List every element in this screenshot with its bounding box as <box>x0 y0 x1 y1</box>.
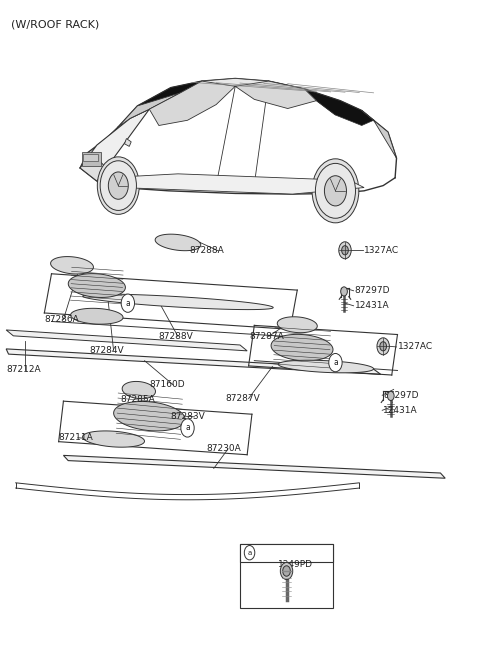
Polygon shape <box>114 401 185 431</box>
Text: a: a <box>247 550 252 556</box>
Polygon shape <box>235 81 316 108</box>
Text: 87297D: 87297D <box>383 391 419 400</box>
Polygon shape <box>155 234 201 251</box>
Bar <box>82 152 101 166</box>
Bar <box>240 544 333 562</box>
Text: 87283V: 87283V <box>171 413 205 421</box>
Circle shape <box>324 176 347 206</box>
Polygon shape <box>130 81 202 118</box>
Polygon shape <box>68 274 125 297</box>
Text: 1327AC: 1327AC <box>364 247 399 255</box>
Bar <box>84 154 98 161</box>
Circle shape <box>315 163 356 218</box>
Polygon shape <box>124 138 131 146</box>
Polygon shape <box>83 294 273 310</box>
Polygon shape <box>80 158 107 181</box>
Circle shape <box>380 342 386 351</box>
Circle shape <box>342 246 348 255</box>
Text: a: a <box>125 298 130 308</box>
Polygon shape <box>180 79 336 115</box>
Text: 87284V: 87284V <box>90 346 124 355</box>
Text: 87212A: 87212A <box>6 365 41 375</box>
Circle shape <box>329 354 342 372</box>
Text: 87288A: 87288A <box>189 247 224 255</box>
Polygon shape <box>118 93 180 127</box>
Text: 87286A: 87286A <box>44 315 79 324</box>
Text: 1249PD: 1249PD <box>278 560 313 569</box>
Polygon shape <box>6 330 247 351</box>
Text: a: a <box>333 358 338 367</box>
Polygon shape <box>122 381 156 399</box>
Circle shape <box>121 294 134 312</box>
Text: 87287A: 87287A <box>250 332 284 341</box>
Polygon shape <box>271 335 333 361</box>
Polygon shape <box>362 110 396 158</box>
Polygon shape <box>107 174 364 194</box>
Circle shape <box>181 419 194 437</box>
Polygon shape <box>278 360 373 373</box>
Polygon shape <box>304 89 373 125</box>
Text: 1327AC: 1327AC <box>397 342 432 352</box>
Polygon shape <box>277 317 317 333</box>
Bar <box>240 544 333 607</box>
Text: 87287V: 87287V <box>226 394 261 403</box>
Circle shape <box>100 161 136 211</box>
Polygon shape <box>63 455 445 478</box>
Polygon shape <box>6 349 381 375</box>
Polygon shape <box>149 81 235 125</box>
Text: 87211A: 87211A <box>59 433 94 442</box>
Text: (W/ROOF RACK): (W/ROOF RACK) <box>11 20 99 30</box>
Circle shape <box>387 392 394 401</box>
Text: 87288V: 87288V <box>159 332 193 341</box>
Polygon shape <box>71 308 123 324</box>
Circle shape <box>312 159 359 223</box>
Circle shape <box>341 287 348 296</box>
Text: 12431A: 12431A <box>383 406 418 415</box>
Circle shape <box>339 242 351 258</box>
Text: a: a <box>185 423 190 432</box>
Text: 12431A: 12431A <box>355 301 389 310</box>
Text: 87230A: 87230A <box>206 444 241 453</box>
Polygon shape <box>83 431 144 447</box>
Text: 87297D: 87297D <box>355 286 390 295</box>
Circle shape <box>377 338 389 355</box>
Text: 87160D: 87160D <box>149 380 185 389</box>
Text: 87285A: 87285A <box>120 396 156 404</box>
Circle shape <box>283 565 290 576</box>
Circle shape <box>280 562 293 579</box>
Circle shape <box>97 157 139 215</box>
Circle shape <box>244 546 255 560</box>
Polygon shape <box>80 109 149 168</box>
Circle shape <box>108 172 128 199</box>
Polygon shape <box>50 256 94 274</box>
